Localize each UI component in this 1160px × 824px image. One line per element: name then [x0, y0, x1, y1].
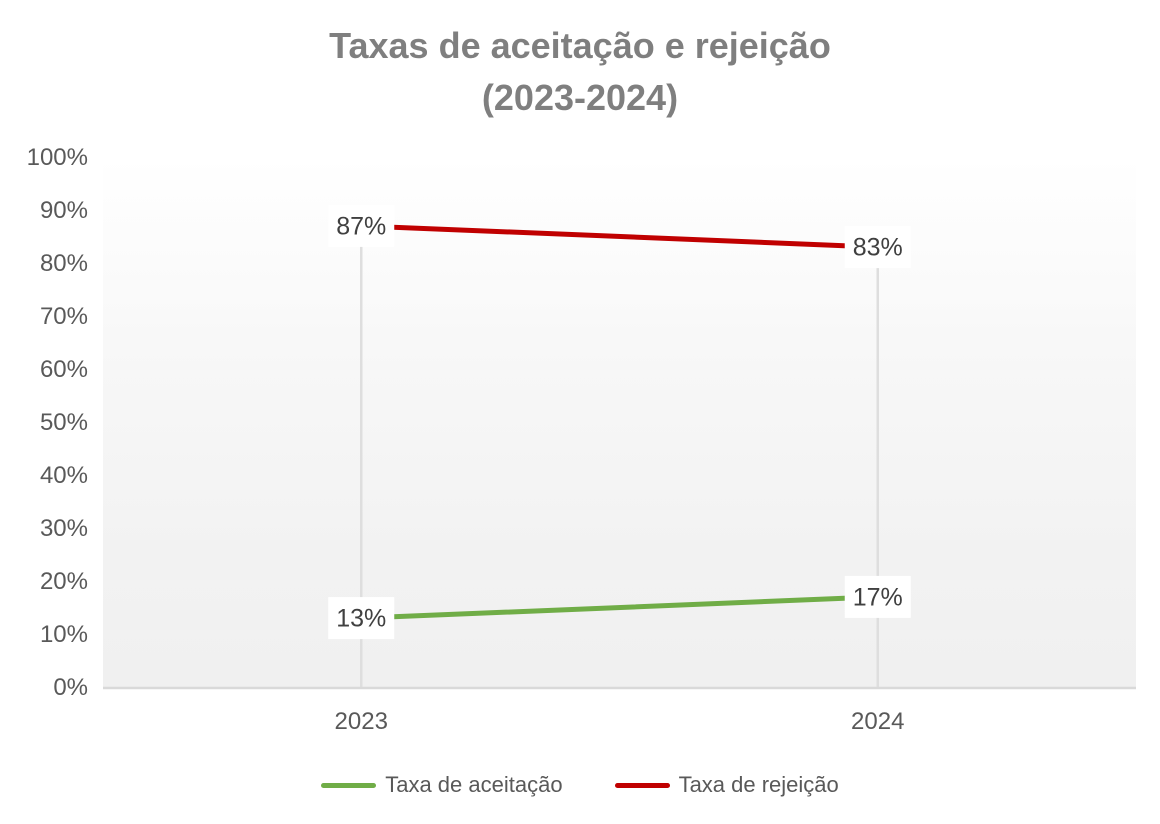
data-label-taxa-de-rejeicao-2023: 87%	[336, 212, 386, 240]
data-label-taxa-de-aceitacao-2024: 17%	[853, 583, 903, 611]
chart-title: Taxas de aceitação e rejeição (2023-2024…	[0, 20, 1160, 124]
plot-area-background	[103, 157, 1136, 687]
series-line-taxa-de-aceitacao	[358, 594, 881, 621]
y-axis-tick-label-20: 20%	[40, 568, 88, 595]
chart-title-line-2: (2023-2024)	[481, 77, 679, 118]
series-line-taxa-de-rejeicao	[358, 223, 881, 250]
legend-item-taxa-de-aceitacao: Taxa de aceitação	[321, 772, 563, 798]
data-label-taxa-de-aceitacao-2023: 13%	[336, 605, 386, 633]
data-label-box-taxa-de-aceitacao-2023	[328, 597, 395, 640]
y-axis-tick-label-90: 90%	[40, 197, 88, 224]
chart-legend: Taxa de aceitação Taxa de rejeição	[0, 766, 1160, 804]
legend-line-swatch-icon	[614, 782, 670, 788]
chart-title-line-1: Taxas de aceitação e rejeição	[329, 25, 831, 66]
y-axis-tick-label-50: 50%	[40, 409, 88, 436]
legend-label: Taxa de aceitação	[385, 772, 563, 797]
x-axis-label-2023: 2023	[335, 708, 388, 735]
data-label-box-taxa-de-aceitacao-2024	[844, 575, 911, 618]
x-axis-label-2024: 2024	[851, 708, 904, 735]
y-axis-tick-label-0: 0%	[53, 674, 88, 701]
y-axis-tick-label-80: 80%	[40, 250, 88, 277]
legend-label: Taxa de rejeição	[678, 772, 839, 797]
data-label-box-taxa-de-rejeicao-2024	[844, 226, 911, 269]
legend-item-taxa-de-rejeicao: Taxa de rejeição	[614, 772, 839, 798]
y-axis-tick-label-70: 70%	[40, 303, 88, 330]
legend-line-swatch-icon	[321, 782, 377, 788]
data-label-taxa-de-rejeicao-2024: 83%	[853, 234, 903, 262]
y-axis-tick-label-40: 40%	[40, 462, 88, 489]
y-axis-tick-label-10: 10%	[40, 621, 88, 648]
y-axis-tick-label-30: 30%	[40, 515, 88, 542]
y-axis-tick-label-100: 100%	[27, 144, 88, 171]
y-axis-tick-label-60: 60%	[40, 356, 88, 383]
data-label-box-taxa-de-rejeicao-2023	[328, 204, 395, 247]
